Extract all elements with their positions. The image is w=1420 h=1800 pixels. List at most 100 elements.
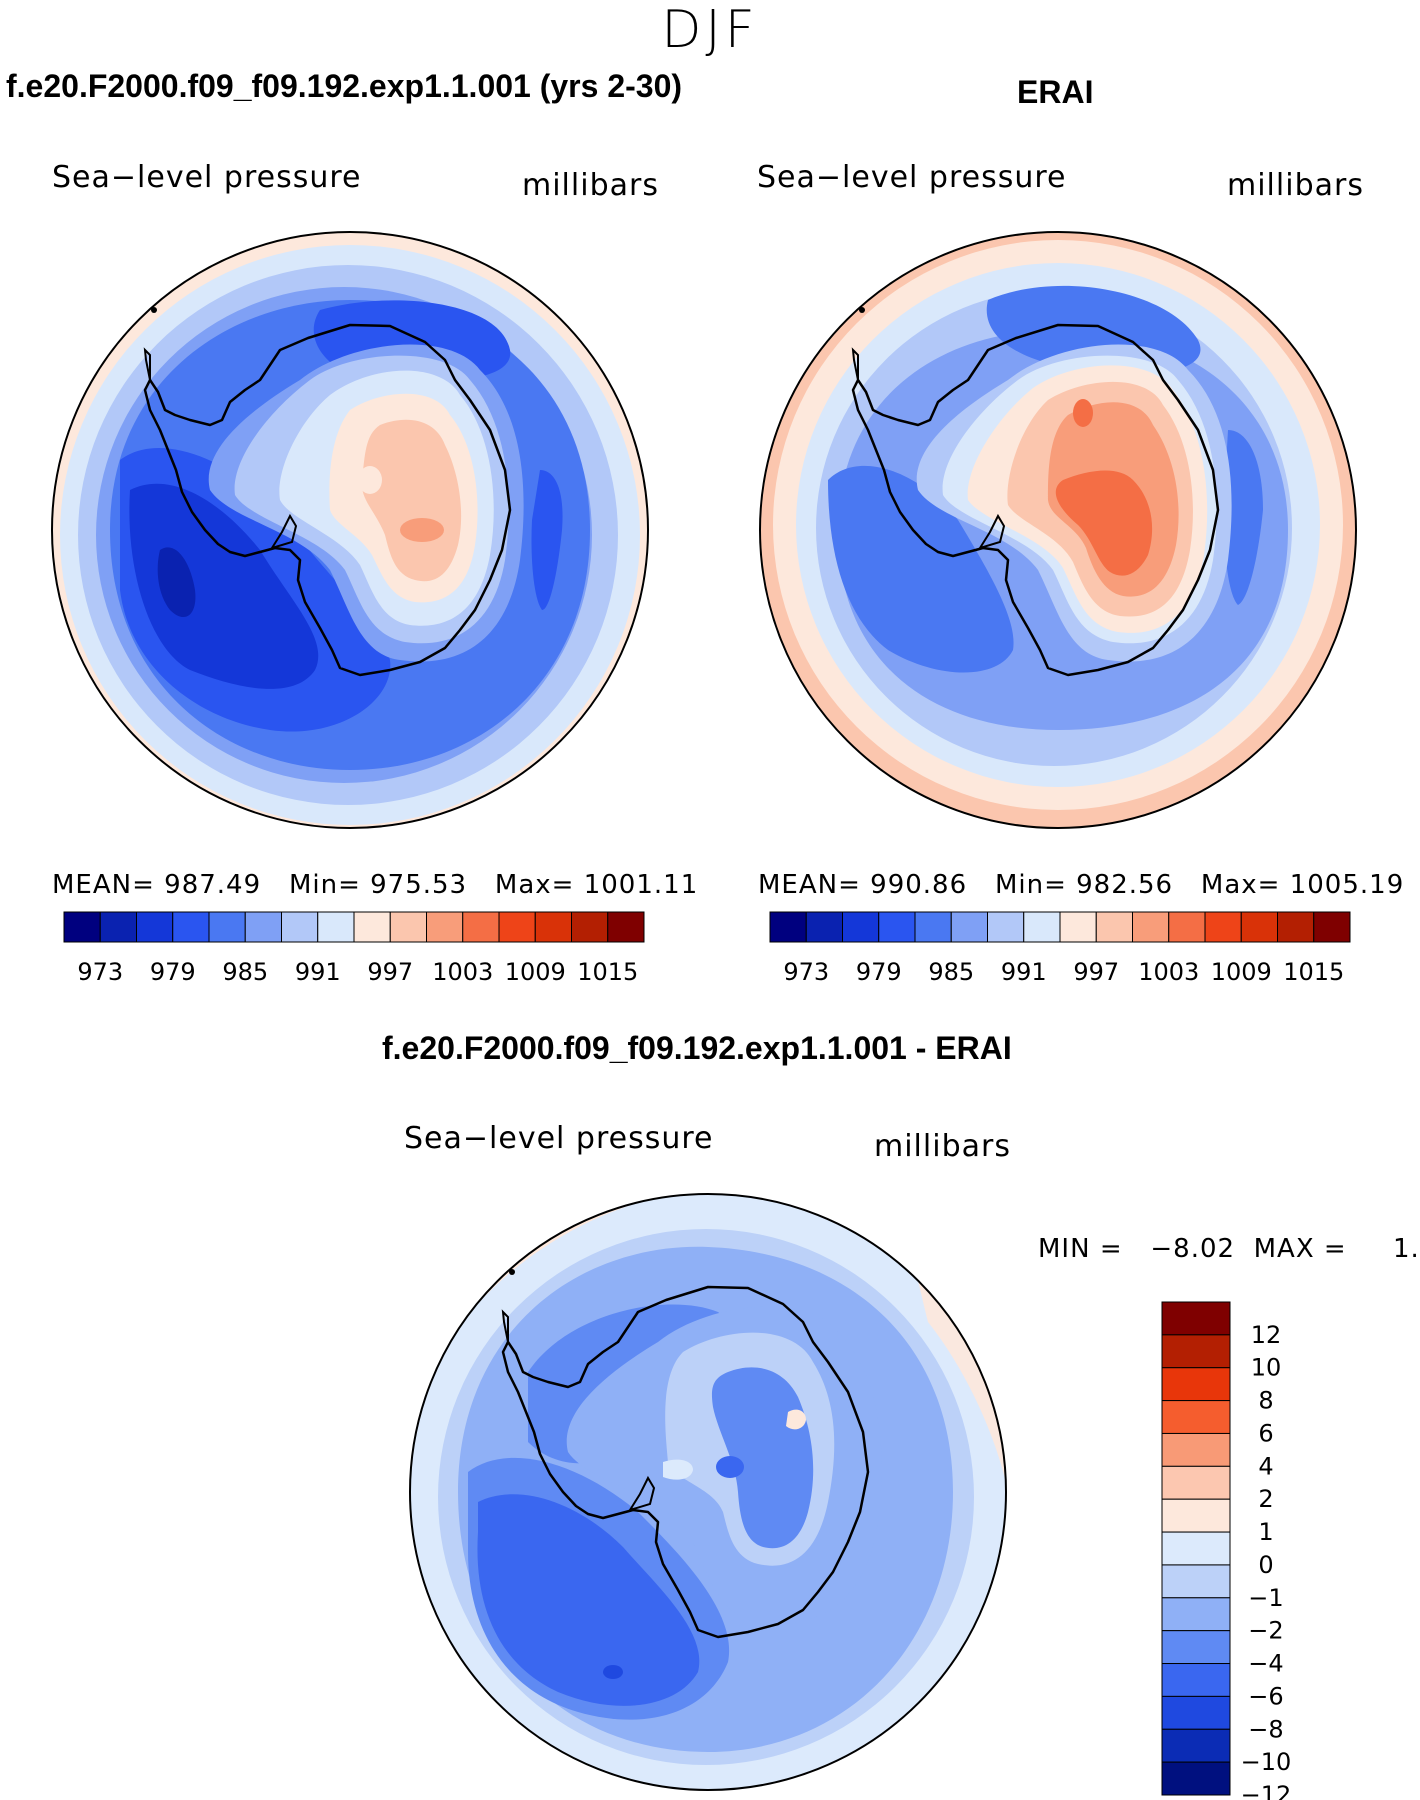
diff-colorbar-swatch	[1161, 1728, 1231, 1763]
panel-2-min-value: 982.56	[1076, 870, 1174, 900]
panel-1-max-label: Max=	[494, 870, 575, 900]
diff-colorbar-tick-label: 12	[1251, 1321, 1282, 1349]
panel-1-colorbar-swatch	[534, 911, 572, 943]
panel-2-colorbar-swatch	[1095, 911, 1133, 943]
diff-colorbar-swatch	[1161, 1367, 1231, 1402]
panel-2-colorbar-tick-label: 1015	[1283, 958, 1344, 986]
panel-2-map	[759, 231, 1357, 829]
diff-colorbar-tick-label: 2	[1258, 1485, 1273, 1513]
diff-colorbar-swatch	[1161, 1465, 1231, 1500]
diff-colorbar-swatch	[1161, 1498, 1231, 1533]
diff-colorbar-tick-label: −2	[1248, 1617, 1283, 1645]
panel-2-title: ERAI	[1017, 74, 1094, 110]
diff-colorbar-tick-label: 0	[1258, 1551, 1273, 1579]
diff-colorbar-swatch	[1161, 1663, 1231, 1697]
diff-panel-title: f.e20.F2000.f09_f09.192.exp1.1.001 - ERA…	[382, 1030, 1012, 1066]
diff-colorbar-tick-label: −8	[1248, 1715, 1283, 1743]
panel-1-colorbar-swatch	[136, 911, 174, 943]
diff-colorbar-tick-label: −4	[1248, 1650, 1283, 1678]
panel-1-colorbar-swatch	[462, 911, 500, 943]
panel-1-colorbar-swatch	[498, 911, 536, 943]
panel-1-colorbar-tick-label: 991	[295, 958, 341, 986]
panel-2-colorbar-tick-label: 1009	[1211, 958, 1272, 986]
diff-colorbar-swatch	[1161, 1630, 1231, 1665]
diff-colorbar-tick-label: 10	[1251, 1354, 1282, 1382]
panel-2-max-value: 1005.19	[1289, 870, 1405, 900]
panel-1-units-label: millibars	[522, 168, 659, 203]
panel-1-mean-value: 987.49	[164, 870, 262, 900]
diff-colorbar-swatch	[1161, 1432, 1231, 1467]
panel-1-min-value: 975.53	[370, 870, 468, 900]
panel-2-colorbar-tick-label: 985	[928, 958, 974, 986]
diff-colorbar-tick-label: 6	[1258, 1419, 1273, 1447]
panel-2-units-label: millibars	[1227, 168, 1364, 203]
diff-colorbar-tick-label: −12	[1241, 1781, 1292, 1800]
panel-1-colorbar-swatch	[281, 911, 319, 943]
panel-2-colorbar: 973 979 985 991 997 1003 1009 1015	[769, 911, 1351, 986]
diff-colorbar-swatch	[1161, 1334, 1231, 1369]
panel-1-colorbar-swatch	[208, 911, 246, 943]
panel-1-colorbar-tick-label: 1015	[577, 958, 638, 986]
panel-1-colorbar-tick-label: 979	[150, 958, 196, 986]
diff-colorbar-swatch	[1161, 1597, 1231, 1632]
diff-colorbar-swatch	[1161, 1695, 1231, 1730]
panel-1-title: f.e20.F2000.f09_f09.192.exp1.1.001 (yrs …	[6, 68, 683, 104]
panel-2-variable-label: Sea−level pressure	[757, 160, 1067, 195]
diff-colorbar-tick-label: −6	[1248, 1682, 1283, 1710]
panel-2-colorbar-swatch	[1023, 911, 1061, 943]
panel-2-colorbar-tick-label: 997	[1073, 958, 1119, 986]
diff-colorbar-tick-label: 1	[1258, 1518, 1273, 1546]
panel-2-min-label: Min=	[994, 870, 1067, 900]
panel-1-stats: MEAN= 987.49 Min= 975.53 Max= 1001.11	[52, 870, 698, 900]
panel-2-colorbar-swatch	[805, 911, 843, 943]
panel-1-colorbar-tick-label: 1003	[432, 958, 493, 986]
diff-colorbar-swatch	[1161, 1400, 1231, 1434]
panel-1-min-label: Min=	[288, 870, 361, 900]
panel-1-colorbar-tick-label: 973	[77, 958, 123, 986]
panel-2-colorbar-tick-label: 973	[783, 958, 829, 986]
diff-map	[409, 1193, 1007, 1791]
panel-2-colorbar-swatch	[842, 911, 880, 943]
panel-2-mean-label: MEAN=	[758, 870, 861, 900]
diff-colorbar-swatch	[1161, 1301, 1231, 1336]
panel-2-mean-value: 990.86	[870, 870, 968, 900]
panel-2-colorbar-swatch	[1059, 911, 1097, 943]
diff-colorbar-swatch	[1161, 1564, 1231, 1599]
panel-1-variable-label: Sea−level pressure	[52, 160, 362, 195]
panel-2-colorbar-swatch	[1277, 911, 1315, 943]
panel-1-colorbar-swatch	[607, 911, 645, 943]
panel-2-colorbar-swatch	[987, 911, 1025, 943]
panel-2-colorbar-swatch	[1132, 911, 1170, 943]
panel-2-colorbar-swatch	[1168, 911, 1206, 943]
panel-1-colorbar-swatch	[426, 911, 464, 943]
panel-2-colorbar-tick-label: 991	[1001, 958, 1047, 986]
panel-2-colorbar-swatch	[914, 911, 952, 943]
panel-2-colorbar-tick-label: 979	[856, 958, 902, 986]
panel-1-mean-label: MEAN=	[52, 870, 155, 900]
diff-colorbar-tick-label: 4	[1258, 1452, 1273, 1480]
panel-2-colorbar-tick-label: 1003	[1138, 958, 1199, 986]
panel-2-stats: MEAN= 990.86 Min= 982.56 Max= 1005.19	[758, 870, 1404, 900]
diff-colorbar-swatch	[1161, 1761, 1231, 1796]
diff-colorbar-tick-label: −1	[1248, 1584, 1283, 1612]
panel-2-colorbar-swatch	[1313, 911, 1351, 943]
panel-1-map	[51, 231, 649, 829]
panel-1-colorbar-swatch	[571, 911, 609, 943]
diff-units-label: millibars	[874, 1129, 1011, 1164]
panel-1-colorbar-swatch	[99, 911, 137, 943]
diff-colorbar-tick-label: 8	[1258, 1387, 1273, 1415]
panel-2-colorbar-swatch	[1240, 911, 1278, 943]
panel-1-colorbar-swatch	[317, 911, 355, 943]
panel-1-colorbar: 973 979 985 991 997 1003 1009 1015	[63, 911, 645, 986]
panel-1-colorbar-swatch	[172, 911, 210, 943]
diff-colorbar-swatch	[1161, 1531, 1231, 1566]
panel-1-colorbar-swatch	[389, 911, 427, 943]
diff-variable-label: Sea−level pressure	[404, 1121, 714, 1156]
panel-1-colorbar-tick-label: 997	[367, 958, 413, 986]
panel-1-colorbar-tick-label: 985	[222, 958, 268, 986]
panel-1-colorbar-swatch	[244, 911, 282, 943]
panel-1-colorbar-swatch	[353, 911, 391, 943]
diff-stats: MIN = −8.02 MAX = 1.79	[1038, 1234, 1420, 1264]
panel-1-colorbar-tick-label: 1009	[505, 958, 566, 986]
